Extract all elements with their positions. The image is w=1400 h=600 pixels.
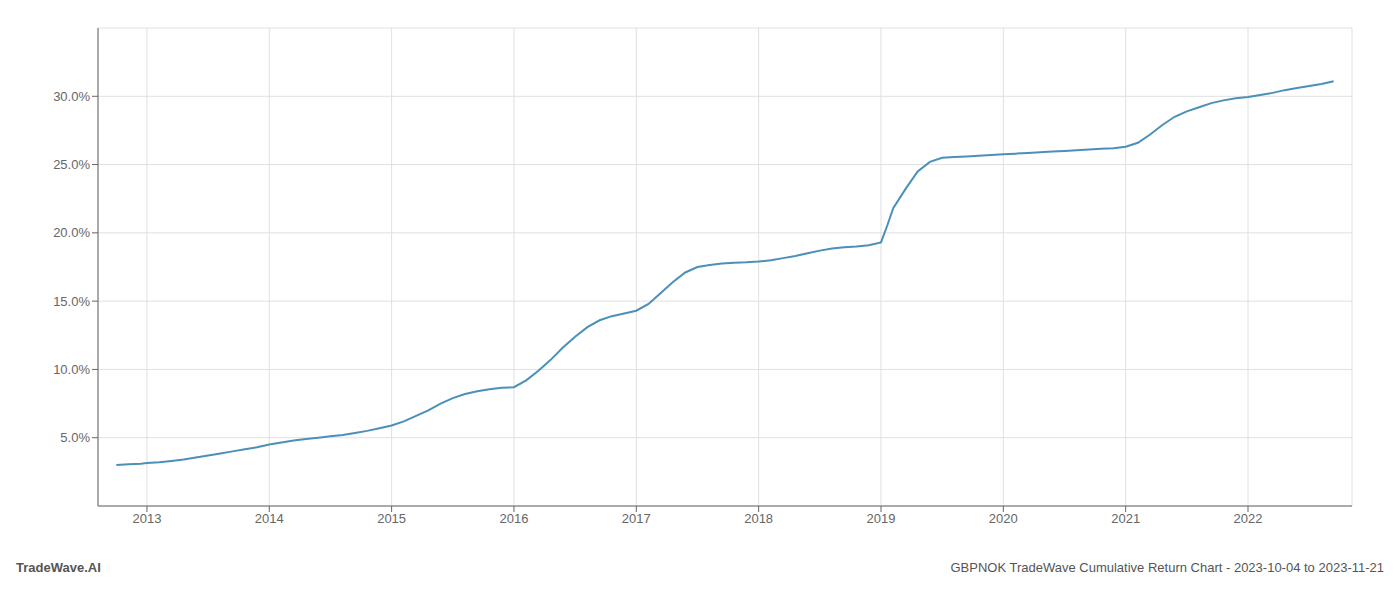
svg-text:2015: 2015 <box>377 511 406 526</box>
svg-text:2019: 2019 <box>867 511 896 526</box>
svg-text:5.0%: 5.0% <box>60 430 90 445</box>
svg-text:2021: 2021 <box>1111 511 1140 526</box>
svg-text:30.0%: 30.0% <box>53 89 90 104</box>
svg-text:2018: 2018 <box>744 511 773 526</box>
svg-text:25.0%: 25.0% <box>53 157 90 172</box>
svg-text:2016: 2016 <box>500 511 529 526</box>
svg-text:20.0%: 20.0% <box>53 225 90 240</box>
svg-text:2014: 2014 <box>255 511 284 526</box>
svg-text:2013: 2013 <box>132 511 161 526</box>
svg-text:2022: 2022 <box>1234 511 1263 526</box>
svg-text:2017: 2017 <box>622 511 651 526</box>
html-text:TradeWave.AI: TradeWave.AI <box>16 560 101 575</box>
svg-text:10.0%: 10.0% <box>53 362 90 377</box>
svg-text:2020: 2020 <box>989 511 1018 526</box>
html-text:GBPNOK TradeWave Cumulative Re: GBPNOK TradeWave Cumulative Return Chart… <box>950 560 1384 575</box>
svg-text:15.0%: 15.0% <box>53 294 90 309</box>
